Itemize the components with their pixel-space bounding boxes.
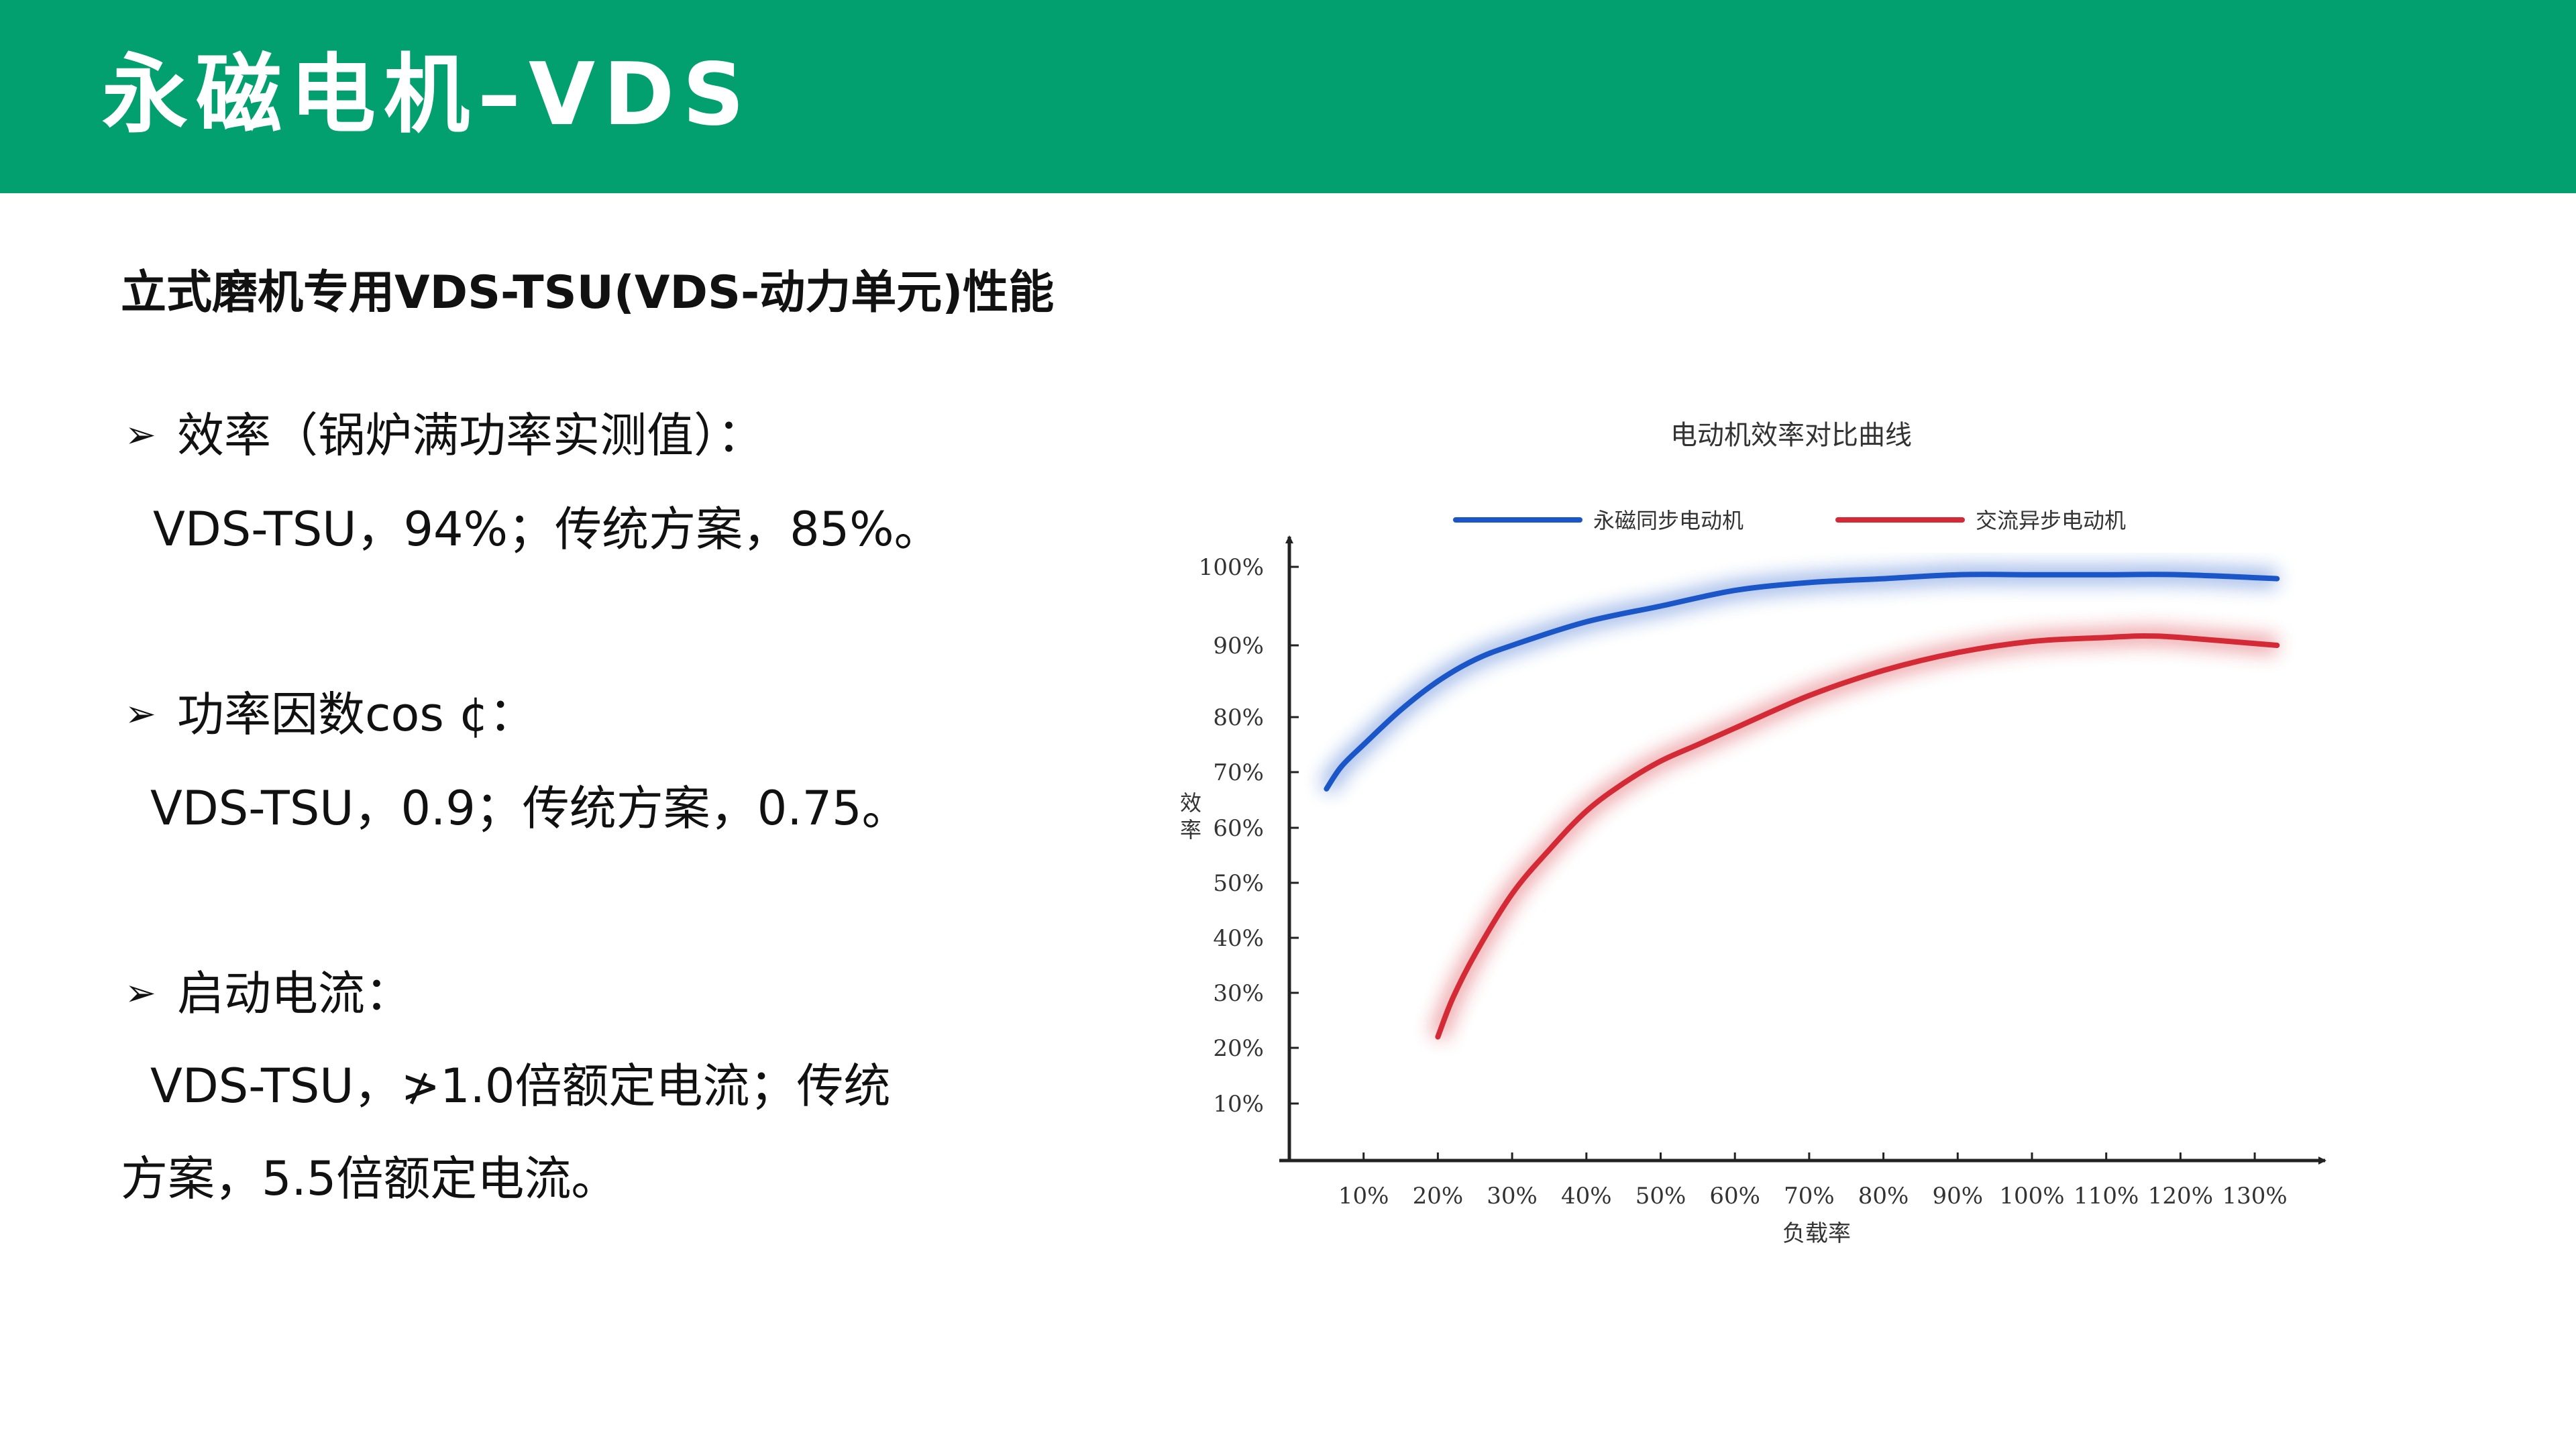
x-tick-label: 10% <box>1338 1183 1389 1210</box>
x-tick-label: 90% <box>1933 1183 1984 1210</box>
x-tick-label: 50% <box>1635 1183 1686 1210</box>
point-3-line-2: 方案，5.5倍额定电流。 <box>121 1151 619 1206</box>
point-3-line: VDS-TSU，≯1.0倍额定电流；传统 <box>150 1059 891 1114</box>
section-subtitle: 立式磨机专用VDS-TSU(VDS-动力单元)性能 <box>121 266 1055 319</box>
y-tick-label: 30% <box>1213 980 1264 1007</box>
y-tick-label: 70% <box>1213 759 1264 786</box>
y-tick-label: 50% <box>1213 870 1264 897</box>
efficiency-chart: 电动机效率对比曲线 永磁同步电动机 交流异步电动机 10% 20% 30% 40% 50%… <box>1180 420 2326 1247</box>
y-tick-label: 10% <box>1213 1091 1264 1118</box>
arrow-bullet-icon: ➢ <box>125 971 156 1015</box>
x-tick-label: 60% <box>1709 1183 1760 1210</box>
point-heading-text: 功率因数cos ¢： <box>177 687 536 742</box>
point-1-heading: ➢ 效率（锅炉满功率实测值）： <box>125 405 764 466</box>
header-bar: 永磁电机–VDS <box>0 0 2576 193</box>
x-tick-label: 100% <box>1999 1183 2064 1210</box>
chart-legend: 永磁同步电动机 交流异步电动机 <box>1453 508 2126 533</box>
x-tick-label: 70% <box>1784 1183 1835 1210</box>
series-glow-pm-motor <box>1319 566 2277 794</box>
x-tick-label: 30% <box>1487 1183 1538 1210</box>
y-tick-label: 60% <box>1213 815 1264 842</box>
x-tick-label: 130% <box>2222 1183 2287 1210</box>
x-axis-label: 负载率 <box>1782 1220 1851 1247</box>
point-2-line: VDS-TSU，0.9；传统方案，0.75。 <box>150 781 909 836</box>
page-title: 永磁电机–VDS <box>102 45 753 145</box>
x-tick-label: 40% <box>1561 1183 1612 1210</box>
point-1-line: VDS-TSU，94%；传统方案，85%。 <box>153 502 941 557</box>
arrow-bullet-icon: ➢ <box>125 692 156 736</box>
arrow-bullet-icon: ➢ <box>125 413 156 457</box>
y-tick-label: 90% <box>1213 633 1264 659</box>
y-axis-label-char: 率 <box>1180 817 1201 843</box>
y-axis-label: 效率 <box>1180 790 1201 843</box>
point-heading-text: 启动电流： <box>177 966 412 1021</box>
x-tick-label: 110% <box>2074 1183 2139 1210</box>
x-tick-label: 20% <box>1413 1183 1464 1210</box>
y-tick-label: 20% <box>1213 1035 1264 1062</box>
y-tick-label: 80% <box>1213 704 1264 731</box>
point-heading-text: 效率（锅炉满功率实测值）： <box>177 408 764 463</box>
series-line-pm-motor <box>1324 572 2280 792</box>
chart-title: 电动机效率对比曲线 <box>1670 420 1912 451</box>
y-tick-label: 40% <box>1213 925 1264 952</box>
x-ticks: 10% 20% 30% 40% 50% 60% 70% 80% 90% 100% 110% 120% 1… <box>1338 1152 2288 1210</box>
point-3-heading: ➢ 启动电流： <box>125 963 412 1024</box>
legend-label-ac-motor: 交流异步电动机 <box>1976 508 2126 533</box>
x-tick-label: 80% <box>1858 1183 1909 1210</box>
y-ticks: 10% 20% 30% 40% 50% 60% 70% 80% 90% 100% <box>1199 554 1299 1118</box>
legend-label-pm-motor: 永磁同步电动机 <box>1593 508 1743 533</box>
series-line-ac-motor <box>1435 633 2280 1040</box>
x-tick-label: 120% <box>2148 1183 2213 1210</box>
y-tick-label: 100% <box>1199 554 1264 581</box>
chart-series <box>1319 566 2280 1040</box>
point-2-heading: ➢ 功率因数cos ¢： <box>125 684 536 745</box>
y-axis-label-char: 效 <box>1180 790 1201 816</box>
